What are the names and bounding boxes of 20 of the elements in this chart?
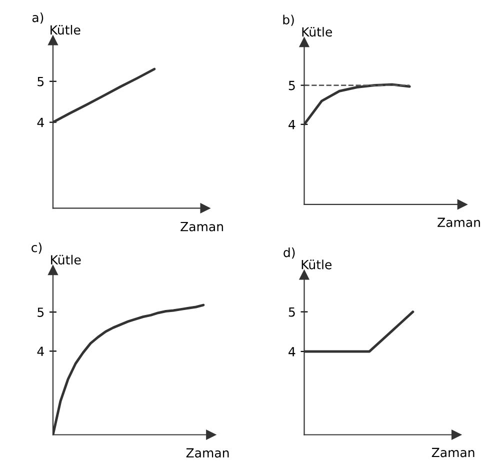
y-axis-title: Kütle <box>302 260 332 270</box>
y-tick-label: 5 <box>38 76 44 86</box>
chart-title: b) <box>283 14 294 26</box>
chart-title: a) <box>32 12 44 24</box>
y-tick-label: 5 <box>38 308 44 317</box>
y-axis-title: Kütle <box>50 24 80 35</box>
y-tick-label: 4 <box>288 120 296 130</box>
y-axis-title: Kütle <box>51 254 81 265</box>
y-tick-label: 4 <box>37 118 44 128</box>
chart-title: c) <box>32 242 42 254</box>
chart-title: d) <box>284 248 295 259</box>
y-tick-label: 5 <box>288 80 295 90</box>
y-tick-label: 4 <box>37 346 44 356</box>
x-axis-title: Zaman <box>180 222 223 232</box>
y-tick-label: 5 <box>288 307 295 317</box>
y-axis-title: Kütle <box>302 26 332 37</box>
x-axis-title: Zaman <box>438 218 480 228</box>
x-axis-title: Zaman <box>186 448 229 458</box>
x-axis-title: Zaman <box>432 448 474 458</box>
y-tick-label: 4 <box>288 347 296 356</box>
